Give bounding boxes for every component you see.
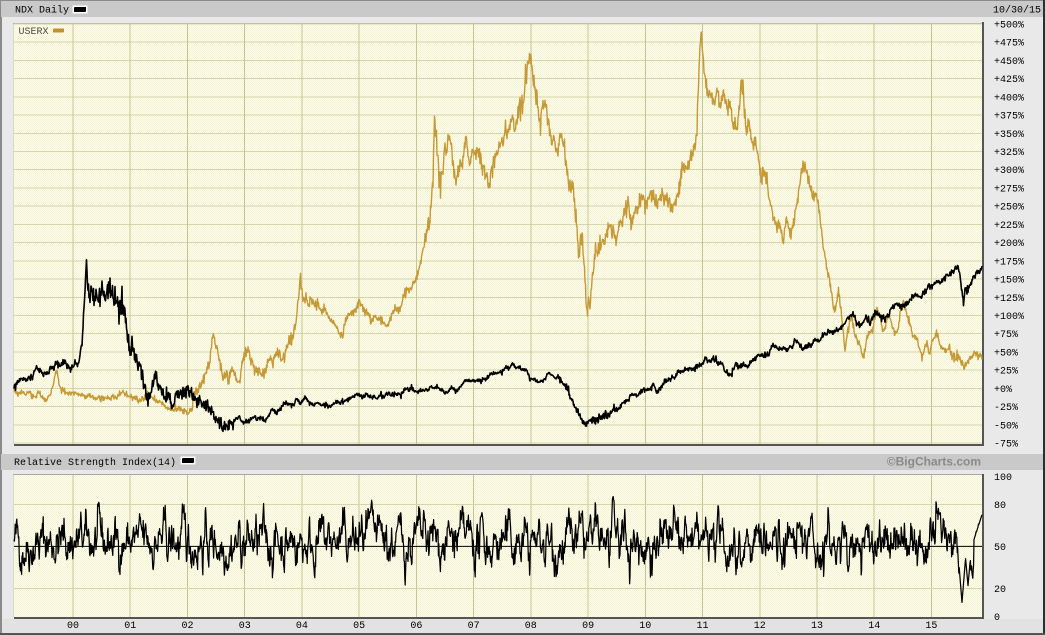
svg-text:+250%: +250% xyxy=(994,203,1024,214)
svg-text:+125%: +125% xyxy=(994,294,1024,305)
svg-text:11: 11 xyxy=(696,621,708,632)
svg-text:06: 06 xyxy=(410,621,422,632)
svg-text:©BigCharts.com: ©BigCharts.com xyxy=(887,455,981,469)
svg-text:-25%: -25% xyxy=(994,403,1018,414)
svg-text:+175%: +175% xyxy=(994,257,1024,268)
svg-text:+75%: +75% xyxy=(994,330,1018,341)
svg-text:10/30/15: 10/30/15 xyxy=(993,5,1041,17)
svg-text:-50%: -50% xyxy=(994,421,1018,432)
svg-text:0: 0 xyxy=(994,613,1000,624)
svg-text:20: 20 xyxy=(994,585,1006,596)
svg-text:NDX Daily: NDX Daily xyxy=(15,5,69,17)
svg-text:+300%: +300% xyxy=(994,166,1024,177)
svg-text:+425%: +425% xyxy=(994,75,1024,86)
svg-text:+225%: +225% xyxy=(994,221,1024,232)
svg-text:-75%: -75% xyxy=(994,440,1018,451)
svg-text:USERX: USERX xyxy=(19,27,49,38)
svg-text:+0%: +0% xyxy=(994,385,1012,396)
svg-text:05: 05 xyxy=(353,621,365,632)
svg-text:03: 03 xyxy=(239,621,251,632)
svg-text:14: 14 xyxy=(868,621,880,632)
svg-text:+275%: +275% xyxy=(994,185,1024,196)
svg-text:+475%: +475% xyxy=(994,39,1024,50)
svg-text:09: 09 xyxy=(582,621,594,632)
svg-text:01: 01 xyxy=(124,621,136,632)
svg-text:+50%: +50% xyxy=(994,348,1018,359)
svg-text:07: 07 xyxy=(468,621,480,632)
svg-text:+100%: +100% xyxy=(994,312,1024,323)
svg-text:+200%: +200% xyxy=(994,239,1024,250)
svg-text:04: 04 xyxy=(296,621,308,632)
svg-text:100: 100 xyxy=(994,473,1012,484)
svg-text:10: 10 xyxy=(639,621,651,632)
svg-text:12: 12 xyxy=(754,621,766,632)
svg-text:13: 13 xyxy=(811,621,823,632)
svg-text:80: 80 xyxy=(994,501,1006,512)
svg-text:+450%: +450% xyxy=(994,57,1024,68)
svg-text:15: 15 xyxy=(925,621,937,632)
svg-text:+350%: +350% xyxy=(994,130,1024,141)
svg-text:02: 02 xyxy=(181,621,193,632)
svg-text:+150%: +150% xyxy=(994,276,1024,287)
svg-text:00: 00 xyxy=(67,621,79,632)
svg-text:+375%: +375% xyxy=(994,112,1024,123)
svg-text:Relative Strength Index(14): Relative Strength Index(14) xyxy=(14,457,176,469)
svg-text:+325%: +325% xyxy=(994,148,1024,159)
svg-text:08: 08 xyxy=(525,621,537,632)
svg-text:+400%: +400% xyxy=(994,93,1024,104)
svg-text:50: 50 xyxy=(994,543,1006,554)
svg-text:+500%: +500% xyxy=(994,21,1024,32)
svg-text:+25%: +25% xyxy=(994,367,1018,378)
